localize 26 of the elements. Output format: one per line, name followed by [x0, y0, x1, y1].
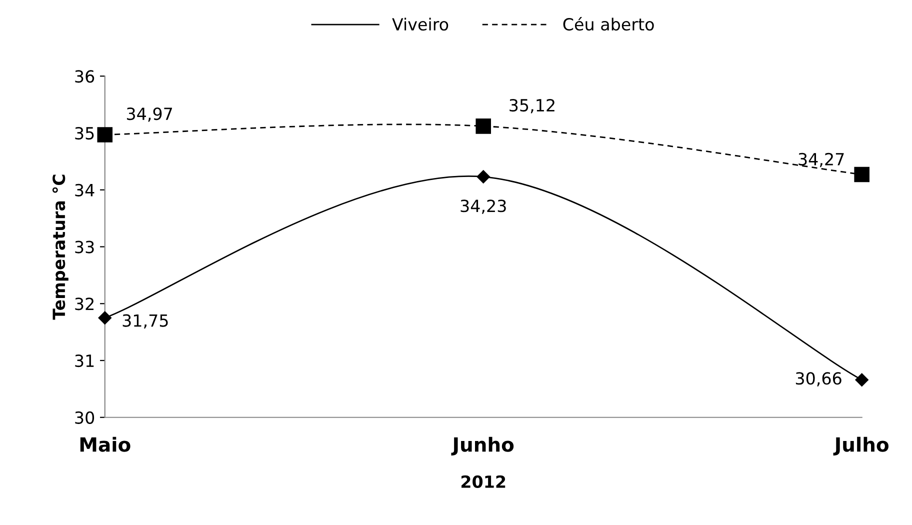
y-tick-label: 33: [75, 240, 94, 254]
data-label: 34,27: [798, 152, 844, 168]
y-tick-label: 32: [75, 298, 94, 310]
data-label: 34,97: [126, 107, 172, 122]
y-tick-label: 34: [75, 184, 94, 196]
legend-label: Viveiro: [392, 18, 448, 31]
y-tick-label: 31: [75, 354, 94, 368]
data-label: 31,75: [122, 314, 168, 329]
point: [854, 166, 870, 182]
data-label: 35,12: [510, 98, 554, 114]
point: [97, 127, 113, 142]
x-tick-label: Maio: [80, 436, 130, 452]
x-axis-title: 2012: [461, 475, 506, 488]
y-tick-label: 36: [75, 70, 94, 83]
point: [98, 311, 112, 324]
y-tick-label: 35: [75, 126, 94, 140]
data-label: 34,23: [460, 200, 506, 214]
y-tick-label: 30: [75, 411, 94, 424]
point: [476, 170, 490, 184]
point: [476, 118, 491, 134]
x-tick-label: Junho: [451, 436, 514, 456]
data-label: 30,66: [796, 372, 842, 386]
legend-label: Céu aberto: [563, 17, 654, 31]
x-tick-label: Julho: [833, 436, 888, 456]
point: [855, 373, 868, 386]
y-axis-title: Temperatura °C: [52, 174, 68, 320]
